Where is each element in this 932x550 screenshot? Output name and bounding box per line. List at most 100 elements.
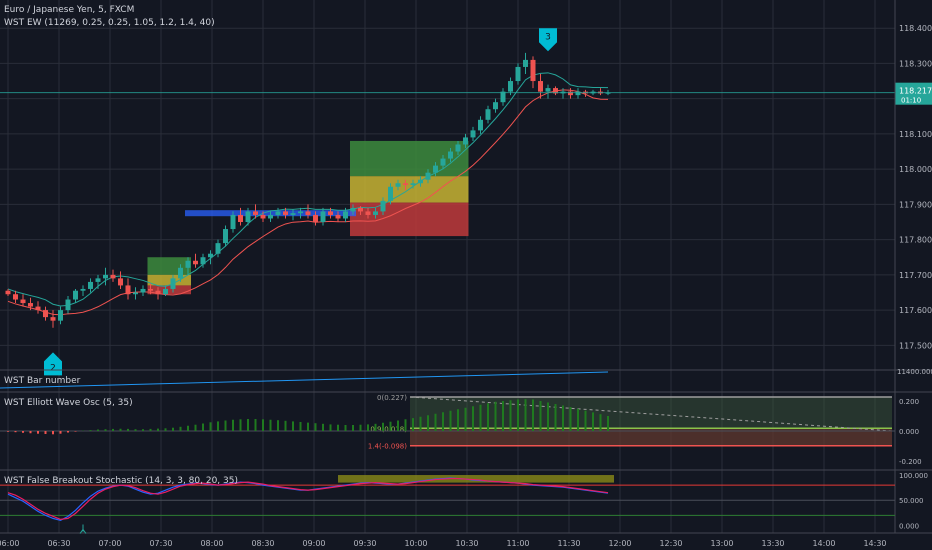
candle-body <box>365 211 371 215</box>
time-tick-label: 14:00 <box>812 539 835 548</box>
candle-body <box>335 214 341 219</box>
stoch-tick-label: 100.000 <box>899 472 928 480</box>
stoch-tick-label: 50.000 <box>899 497 924 505</box>
candle-body <box>485 109 491 120</box>
candle-body <box>455 144 461 152</box>
candle-body <box>13 294 18 300</box>
candle-body <box>118 278 123 286</box>
time-tick-label: 13:00 <box>710 539 733 548</box>
price-tick-label: 118.000 <box>899 165 932 174</box>
candle-body <box>373 211 378 215</box>
indicator-title: WST EW (11269, 0.25, 0.25, 1.05, 1.2, 1.… <box>4 18 215 28</box>
candle-body <box>103 274 108 279</box>
candle-body <box>133 292 138 295</box>
candle-body <box>20 299 26 304</box>
price-tick-label: 117.900 <box>899 200 932 209</box>
candle-body <box>508 81 513 92</box>
candle-body <box>170 278 176 289</box>
candle-body <box>433 165 438 173</box>
candle-body <box>125 285 131 295</box>
last-price-label: 118.217 <box>899 87 932 96</box>
ewo-title: WST Elliott Wave Osc (5, 35) <box>4 398 133 408</box>
candle-body <box>193 260 198 265</box>
zone-red <box>147 285 191 295</box>
candle-body <box>313 214 318 222</box>
candle-body <box>28 303 33 307</box>
candle-body <box>478 119 483 131</box>
stoch-d-line <box>7 477 609 521</box>
time-tick-label: 14:30 <box>863 539 886 548</box>
candle-body <box>463 137 468 145</box>
candle-body <box>5 290 11 295</box>
candle-body <box>140 288 146 293</box>
candle-body <box>545 88 551 92</box>
time-tick-label: 10:30 <box>455 539 478 548</box>
candle-body <box>245 211 251 222</box>
candle-body <box>350 207 356 212</box>
candle-body <box>73 290 78 300</box>
wave-marker-label: 3 <box>545 32 551 42</box>
price-tick-label: 117.500 <box>899 341 932 350</box>
candle-body <box>530 59 536 82</box>
zone-green <box>147 257 191 275</box>
countdown-label: 01:10 <box>901 97 921 105</box>
candle-body <box>388 186 393 201</box>
price-tick-label: 117.800 <box>899 236 932 245</box>
stoch-tick-label: 0.000 <box>899 522 919 530</box>
wave-marker-label: 2 <box>50 363 56 373</box>
candle-body <box>178 267 183 279</box>
time-tick-label: 10:00 <box>404 539 427 548</box>
candle-body <box>148 288 153 291</box>
last-price-badge <box>895 82 932 105</box>
stoch-title: WST False Breakout Stochastic (14, 3, 3,… <box>4 476 238 486</box>
candle-body <box>110 274 116 279</box>
time-tick-label: 08:00 <box>200 539 223 548</box>
time-tick-label: 09:00 <box>302 539 325 548</box>
time-tick-label: 12:30 <box>659 539 682 548</box>
candle-body <box>320 211 326 222</box>
candle-body <box>403 183 408 185</box>
candle-body <box>80 288 86 291</box>
candle-body <box>185 260 191 268</box>
time-tick-label: 11:00 <box>506 539 529 548</box>
candle-body <box>515 66 521 82</box>
candle-body <box>208 253 213 258</box>
wave-marker-3: 3 <box>539 28 557 52</box>
ewo-tick-label: 0.200 <box>899 398 919 406</box>
time-tick-label: 07:30 <box>149 539 172 548</box>
price-tick-label: 118.400 <box>899 24 932 33</box>
candle-body <box>305 211 311 215</box>
time-tick-label: 08:30 <box>251 539 274 548</box>
candle-body <box>425 172 431 180</box>
ewo-projection-red <box>410 428 892 446</box>
candle-body <box>163 288 168 295</box>
candle-body <box>200 257 206 265</box>
candle-body <box>440 158 446 166</box>
time-tick-label: 06:00 <box>0 539 20 548</box>
ewo-tick-label: 0.000 <box>899 428 919 436</box>
ewo-projection-diagonal <box>409 396 893 432</box>
candle-body <box>493 102 498 110</box>
candle-body <box>358 207 363 212</box>
candle-body <box>290 213 296 215</box>
price-tick-label: 118.300 <box>899 59 932 68</box>
candle-body <box>380 200 386 212</box>
candle-body <box>568 91 573 96</box>
candle-body <box>215 243 221 254</box>
ewo-level-label: 1.4(-0.098) <box>368 443 407 451</box>
price-tick-label: 118.100 <box>899 130 932 139</box>
candle-body <box>223 229 228 244</box>
candle-body <box>260 214 266 219</box>
candle-body <box>395 183 401 187</box>
candle-body <box>410 183 416 185</box>
candle-body <box>470 130 476 138</box>
candle-body <box>238 214 243 222</box>
price-tick-label: 117.700 <box>899 271 932 280</box>
stoch-signal-arrow <box>79 524 87 534</box>
candle-body <box>575 91 581 96</box>
candle-body <box>35 306 41 311</box>
bar-number-line <box>0 371 609 389</box>
candle-body <box>230 214 236 230</box>
